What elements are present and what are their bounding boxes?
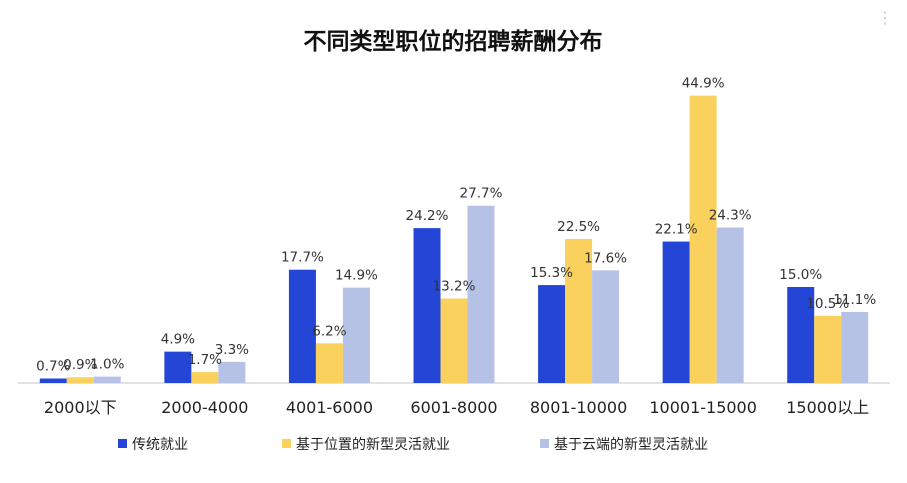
bar-2-1 bbox=[66, 377, 94, 383]
value-labels-layer: 0.7%0.9%1.0% 4.9% 1.7%3.3% 17.7% 6.2% 14.9% 24… bbox=[36, 76, 876, 375]
legend: 传统就业 基于位置的新型灵活就业 基于云端的新型灵活就业 bbox=[118, 436, 708, 453]
bar-3-3 bbox=[342, 287, 370, 383]
value-label: 44.9% bbox=[682, 76, 725, 92]
value-label: 0.7% bbox=[36, 359, 70, 375]
value-label: 0.9% bbox=[63, 357, 97, 373]
value-label: 22.5% bbox=[557, 219, 600, 235]
bar-1-6 bbox=[662, 241, 690, 383]
value-label: 17.7% bbox=[281, 250, 324, 266]
x-tick-label: 4001-6000 bbox=[286, 398, 373, 417]
legend-swatch-1 bbox=[118, 439, 127, 448]
legend-swatch-2 bbox=[282, 439, 291, 448]
bar-3-5 bbox=[592, 270, 620, 383]
x-tick-label: 6001-8000 bbox=[410, 398, 497, 417]
x-tick-label: 2000以下 bbox=[44, 398, 117, 417]
value-label: 4.9% bbox=[161, 332, 195, 348]
value-label: 13.2% bbox=[433, 279, 476, 295]
bar-1-5 bbox=[538, 285, 566, 383]
legend-label-2: 基于位置的新型灵活就业 bbox=[296, 436, 450, 453]
bar-1-3 bbox=[288, 269, 316, 383]
bar-2-6 bbox=[689, 95, 717, 383]
value-label: 15.0% bbox=[779, 267, 822, 283]
bar-1-1 bbox=[39, 378, 67, 383]
bar-1-7 bbox=[787, 287, 815, 383]
x-tick-label: 2000-4000 bbox=[161, 398, 248, 417]
legend-label-3: 基于云端的新型灵活就业 bbox=[554, 436, 708, 453]
value-label: 1.7% bbox=[188, 352, 222, 368]
value-label: 3.3% bbox=[215, 342, 249, 358]
bar-2-2 bbox=[191, 372, 219, 383]
x-tick-labels: 2000以下 2000-4000 4001-6000 6001-8000 8001-10… bbox=[44, 398, 869, 417]
legend-label-1: 传统就业 bbox=[132, 437, 188, 453]
value-label: 6.2% bbox=[312, 323, 346, 339]
bar-1-2 bbox=[164, 351, 192, 383]
value-label: 24.2% bbox=[406, 208, 449, 224]
bar-3-6 bbox=[716, 227, 744, 383]
bar-3-1 bbox=[93, 376, 121, 383]
value-label: 1.0% bbox=[90, 357, 124, 373]
bar-2-5 bbox=[565, 239, 593, 383]
bars-layer bbox=[39, 95, 869, 383]
bar-1-4 bbox=[413, 228, 441, 383]
x-tick-label: 10001-15000 bbox=[649, 398, 757, 417]
bar-3-4 bbox=[467, 205, 495, 383]
value-label: 22.1% bbox=[655, 222, 698, 238]
value-label: 14.9% bbox=[335, 268, 378, 284]
bar-3-7 bbox=[841, 311, 869, 383]
bar-3-2 bbox=[218, 361, 246, 383]
value-label: 17.6% bbox=[584, 250, 627, 266]
value-label: 15.3% bbox=[530, 265, 573, 281]
legend-swatch-3 bbox=[540, 439, 549, 448]
x-tick-label: 15000以上 bbox=[786, 398, 869, 417]
more-dots-icon[interactable]: ⋮ bbox=[877, 8, 893, 27]
bar-2-7 bbox=[814, 315, 842, 383]
chart-title: 不同类型职位的招聘薪酬分布 bbox=[304, 28, 603, 55]
value-label: 11.1% bbox=[833, 292, 876, 308]
value-label: 27.7% bbox=[460, 186, 503, 202]
value-label: 24.3% bbox=[709, 207, 752, 223]
x-tick-label: 8001-10000 bbox=[530, 398, 627, 417]
bar-2-4 bbox=[440, 298, 468, 383]
bar-2-3 bbox=[315, 343, 343, 383]
value-label: 10.5% bbox=[806, 296, 849, 312]
